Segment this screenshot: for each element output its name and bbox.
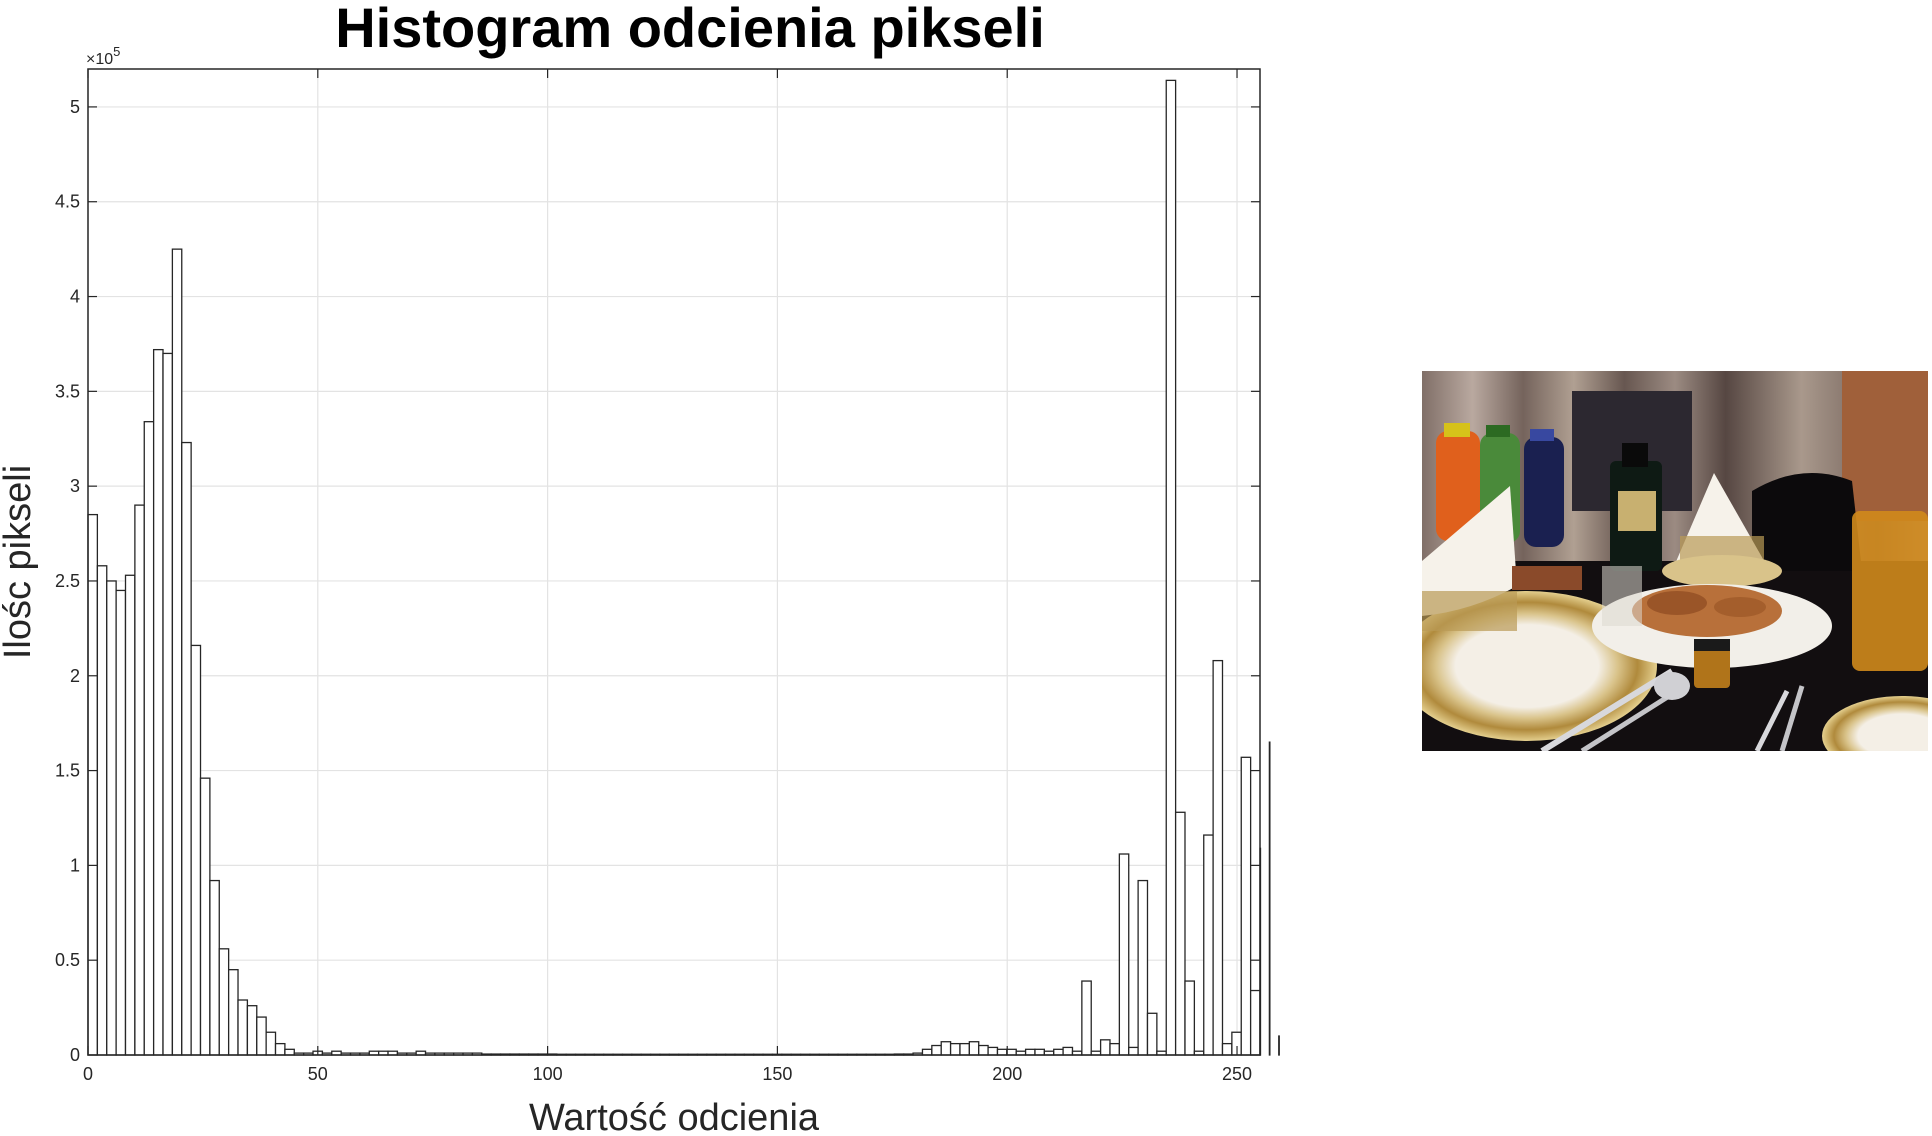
histogram-bar (1024, 1048, 1036, 1056)
histogram-bar (1184, 980, 1196, 1056)
grid-lines (87, 69, 1260, 1056)
histogram-bar (1034, 1048, 1046, 1056)
y-tick-label: 2.5 (55, 571, 80, 591)
histogram-bar (237, 999, 249, 1056)
photo-icon (1422, 371, 1928, 751)
x-tick-label: 150 (762, 1064, 792, 1084)
y-tick-label: 1.5 (55, 761, 80, 781)
axis-ticks (87, 69, 1260, 1056)
histogram-bar (1221, 1042, 1233, 1056)
x-tick-label: 250 (1222, 1064, 1252, 1084)
histogram-bar (162, 352, 174, 1056)
x-tick-labels: 0 50 100 150 200 250 (83, 1064, 1252, 1084)
histogram-bar (181, 441, 192, 1056)
histogram-bar (996, 1048, 1008, 1056)
histogram-bars (87, 79, 1280, 1056)
y-axis-title: Ilośc pikseli (0, 465, 39, 659)
histogram-bar (284, 1048, 295, 1056)
y-tick-label: 3.5 (55, 381, 80, 401)
histogram-bar (246, 1005, 258, 1056)
histogram-bar (190, 644, 202, 1056)
histogram-bar (949, 1042, 961, 1056)
y-tick-labels: 0 0.5 1 1.5 2 2.5 3 3.5 4 4.5 5 (55, 97, 80, 1065)
y-tick-label: 4 (70, 287, 80, 307)
histogram-bar (978, 1044, 989, 1056)
histogram-bar (921, 1048, 933, 1056)
histogram-bar (1268, 741, 1271, 1056)
histogram-bar (1146, 1012, 1158, 1056)
y-exponent-label: ×105 (86, 44, 120, 68)
histogram-bar (106, 580, 117, 1056)
histogram-bar (256, 1016, 267, 1056)
chart-title: Histogram odcienia pikseli (335, 0, 1045, 59)
histogram-bar (274, 1042, 286, 1056)
histogram-bar (1006, 1048, 1017, 1056)
histogram-bar (1174, 811, 1186, 1056)
y-tick-label: 2 (70, 666, 80, 686)
histogram-bar (987, 1046, 999, 1056)
y-tick-label: 1 (70, 855, 80, 875)
histogram-bar (265, 1031, 277, 1056)
histogram-bar (1099, 1039, 1111, 1056)
histogram-bar (1165, 79, 1177, 1056)
histogram-bar (115, 589, 127, 1056)
histogram-bar (1081, 980, 1092, 1056)
histogram-bar (968, 1041, 980, 1056)
histogram-bar (209, 879, 220, 1056)
y-tick-label: 4.5 (55, 192, 80, 212)
histogram-bar (96, 565, 108, 1056)
histogram-bar (1137, 879, 1149, 1056)
histogram-bar (1118, 853, 1130, 1056)
histogram-bar (87, 513, 99, 1056)
x-axis-title: Wartość odcienia (529, 1097, 820, 1136)
x-tick-label: 100 (533, 1064, 563, 1084)
histogram-bar (152, 348, 164, 1056)
histogram-bar (199, 777, 211, 1056)
histogram-bar (1212, 659, 1224, 1056)
histogram-bar (1249, 989, 1261, 1056)
x-tick-label: 200 (992, 1064, 1022, 1084)
y-tick-label: 5 (70, 97, 80, 117)
histogram-bar (1109, 1042, 1121, 1056)
plot-frame (87, 68, 1261, 1056)
histogram-bar (227, 969, 239, 1056)
histogram-bar (218, 948, 230, 1056)
x-tick-label: 50 (308, 1064, 328, 1084)
histogram-bar (124, 574, 136, 1056)
dinner-table-photo (1422, 371, 1928, 751)
histogram-bar (1128, 1046, 1139, 1056)
histogram-bar (940, 1041, 952, 1056)
histogram-bar (134, 504, 145, 1056)
y-tick-label: 3 (70, 476, 80, 496)
histogram-bar (143, 421, 155, 1056)
histogram-bar (1062, 1046, 1074, 1056)
y-exponent-power: 5 (113, 44, 120, 59)
histogram-bar (171, 248, 183, 1056)
histogram-bar (1278, 1035, 1280, 1056)
y-tick-label: 0 (70, 1045, 80, 1065)
histogram-bar (931, 1044, 942, 1056)
histogram-bar (959, 1042, 970, 1056)
histogram-bar (1240, 756, 1252, 1056)
histogram-bar (1053, 1048, 1064, 1056)
x-tick-label: 0 (83, 1064, 93, 1084)
histogram-bar (1203, 834, 1214, 1056)
y-tick-label: 0.5 (55, 950, 80, 970)
